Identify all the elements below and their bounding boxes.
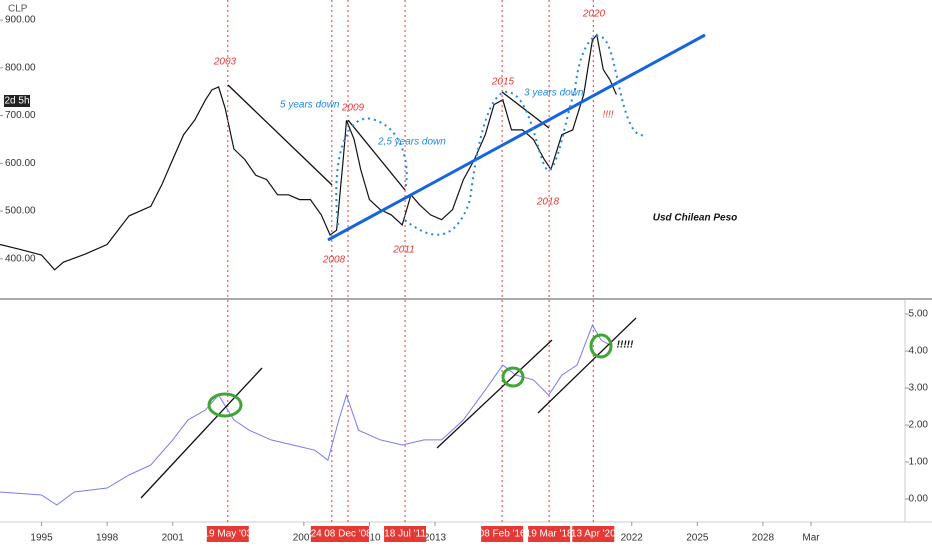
event-label: 08 Dec '08: [324, 529, 372, 540]
series-line: [0, 33, 617, 271]
annotation: 2008: [322, 255, 346, 266]
x-tick-label: 2013: [424, 533, 447, 544]
highlight-ellipse: [589, 333, 613, 359]
event-label: 08 Feb '16: [479, 529, 526, 540]
highlight-ellipse: [501, 366, 525, 388]
x-tick-label: 2025: [686, 533, 709, 544]
countdown: 2d 5h: [4, 96, 29, 107]
annotation: !!!!!: [617, 340, 634, 351]
annotation: 5 years down: [280, 100, 340, 111]
x-tick-label: 2007: [293, 533, 316, 544]
y-tick-label: 400.00: [5, 253, 36, 264]
event-label-box: [206, 526, 249, 542]
y-tick-label: 500.00: [5, 206, 36, 217]
annotation: 2020: [582, 9, 606, 20]
event-label-box: [327, 526, 370, 542]
y-tick-label: 1.00: [909, 457, 929, 468]
x-tick-label: 2028: [752, 533, 775, 544]
annotation: 2009: [341, 103, 365, 114]
annotation: Usd Chilean Peso: [653, 213, 737, 224]
annotation: 3 years down: [524, 88, 584, 99]
support-line: [327, 33, 706, 242]
highlight-ellipse: [207, 392, 243, 418]
x-tick-label: Mar: [802, 533, 820, 544]
x-tick-label: 2022: [621, 533, 644, 544]
event-label: 18 Jul '11: [384, 529, 426, 540]
y-tick-label: 900.00: [5, 15, 36, 26]
y-tick-label: 700.00: [5, 110, 36, 121]
x-tick-label: 1998: [96, 533, 119, 544]
event-label: 19 Mar '18: [526, 529, 573, 540]
annotation: !!!!: [602, 110, 613, 121]
annotation: 2011: [392, 245, 415, 256]
trend-line: [537, 317, 637, 414]
annotation: 2018: [536, 197, 560, 208]
y-tick-label: 600.00: [5, 158, 36, 169]
trend-line: [140, 367, 263, 499]
trend-line: [347, 119, 406, 191]
symbol-label: CLP: [8, 4, 28, 15]
event-label: 19 May '03: [203, 529, 252, 540]
event-label-box: [384, 526, 427, 542]
event-label-box: [481, 526, 524, 542]
y-tick-label: 5.00: [909, 309, 929, 320]
y-tick-label: 2.00: [909, 420, 929, 431]
y-tick-label: 3.00: [909, 383, 929, 394]
y-tick-label: 800.00: [5, 62, 36, 73]
event-label-box: [572, 526, 615, 542]
trend-line: [436, 339, 553, 449]
annotation: 2015: [491, 77, 515, 88]
event-label: 13 Apr '20: [571, 529, 616, 540]
annotation: 2,5 years down: [377, 137, 446, 148]
x-tick-label: 2001: [162, 533, 185, 544]
countdown-box: [4, 95, 30, 107]
trend-line: [227, 84, 333, 186]
x-tick-label: 2010: [358, 533, 381, 544]
x-tick-label: 1995: [30, 533, 53, 544]
drawings: [140, 33, 706, 499]
annotation: 2003: [213, 57, 237, 68]
y-tick-label: 4.00: [909, 346, 929, 357]
trend-line: [501, 91, 550, 129]
event-label-box: [528, 526, 571, 542]
y-tick-label: 0.00: [909, 494, 929, 505]
series-line: [0, 324, 611, 506]
